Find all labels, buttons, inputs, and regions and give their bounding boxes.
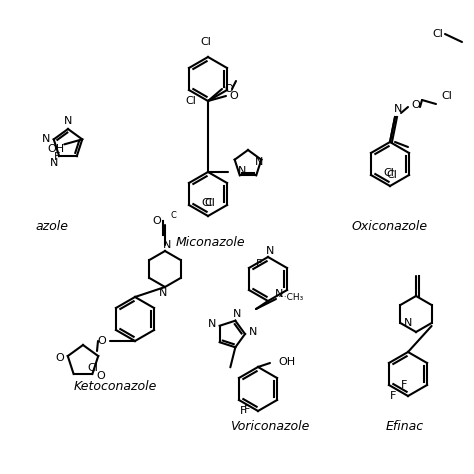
Text: F: F xyxy=(256,259,262,269)
Text: N: N xyxy=(233,309,242,319)
Text: N: N xyxy=(266,246,274,256)
Text: N: N xyxy=(237,166,246,176)
Text: O: O xyxy=(411,100,420,110)
Text: Voriconazole: Voriconazole xyxy=(230,419,310,432)
Text: OH: OH xyxy=(48,145,65,155)
Text: Cl: Cl xyxy=(201,37,211,47)
Text: Ketoconazole: Ketoconazole xyxy=(73,380,157,392)
Text: N: N xyxy=(394,104,402,114)
Text: N: N xyxy=(255,157,264,167)
Text: N: N xyxy=(64,116,72,126)
Text: N: N xyxy=(249,327,257,337)
Text: ···CH₃: ···CH₃ xyxy=(278,292,303,301)
Text: O: O xyxy=(229,91,238,101)
Text: F: F xyxy=(244,405,250,415)
Text: O: O xyxy=(96,371,105,381)
Text: Efinac: Efinac xyxy=(386,419,424,432)
Text: Cl: Cl xyxy=(432,29,443,39)
Text: F: F xyxy=(240,406,246,416)
Text: Cl: Cl xyxy=(88,363,99,373)
Text: N: N xyxy=(275,289,283,299)
Text: F: F xyxy=(401,380,407,390)
Text: O: O xyxy=(225,84,233,94)
Text: N: N xyxy=(404,318,412,328)
Text: O: O xyxy=(98,336,106,346)
Text: N: N xyxy=(50,158,58,168)
Text: Cl: Cl xyxy=(386,170,397,180)
Text: O: O xyxy=(55,353,64,363)
Text: C: C xyxy=(170,210,176,219)
Text: F: F xyxy=(54,152,61,163)
Text: O: O xyxy=(153,216,161,226)
Text: N: N xyxy=(163,240,171,250)
Text: Cl: Cl xyxy=(383,168,394,178)
Text: Cl: Cl xyxy=(185,96,196,106)
Text: N: N xyxy=(159,288,167,298)
Text: Miconazole: Miconazole xyxy=(175,236,245,248)
Text: N: N xyxy=(42,134,50,145)
Text: Cl: Cl xyxy=(441,91,452,101)
Text: azole: azole xyxy=(36,219,69,233)
Text: Oxiconazole: Oxiconazole xyxy=(352,219,428,233)
Text: Cl: Cl xyxy=(204,198,215,208)
Text: Cl: Cl xyxy=(201,198,212,208)
Text: F: F xyxy=(390,391,396,401)
Text: OH: OH xyxy=(278,357,295,367)
Text: N: N xyxy=(208,319,216,329)
